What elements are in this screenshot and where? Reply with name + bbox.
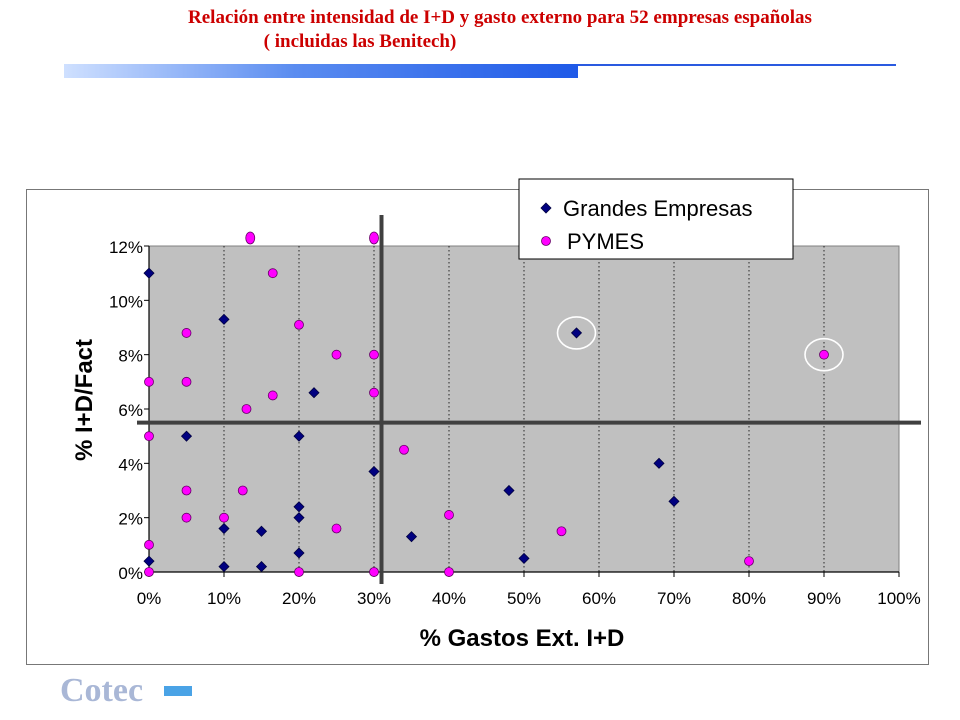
pymes-point bbox=[369, 349, 379, 360]
title-decoration-bar bbox=[64, 64, 578, 78]
grandes-empresas-point bbox=[143, 267, 155, 279]
chart-title-line-1: Relación entre intensidad de I+D y gasto… bbox=[188, 7, 812, 28]
pymes-point bbox=[144, 431, 154, 442]
x-tick-label: 70% bbox=[657, 589, 691, 608]
pymes-point bbox=[267, 390, 278, 401]
pymes-point bbox=[399, 444, 409, 455]
y-axis-label: % I+D/Fact bbox=[71, 339, 98, 461]
pymes-point bbox=[144, 376, 154, 387]
x-tick-label: 50% bbox=[507, 589, 541, 608]
tick-labels: 0% 10% 20% 30% 40% 50% 60% 70% 80% 90% 100% 0% 2% 4% 6… bbox=[109, 238, 921, 608]
grandes-empresas-point bbox=[218, 522, 230, 535]
pymes-point bbox=[744, 556, 754, 567]
x-tick-label: 100% bbox=[877, 589, 920, 608]
x-axis-label: % Gastos Ext. I+D bbox=[420, 625, 625, 652]
x-tick-label: 30% bbox=[357, 589, 391, 608]
plot-area bbox=[148, 245, 900, 573]
grandes-empresas-point bbox=[143, 555, 155, 567]
pymes-point bbox=[369, 567, 379, 577]
y-tick-label: 8% bbox=[118, 347, 143, 366]
pymes-point bbox=[144, 567, 154, 577]
pymes-point bbox=[444, 510, 454, 520]
pymes-point-overflow bbox=[245, 231, 256, 245]
grandes-empresas-point bbox=[293, 430, 305, 442]
pymes-point bbox=[219, 512, 229, 523]
pymes-point bbox=[241, 404, 252, 414]
x-tick-label: 80% bbox=[732, 589, 766, 608]
highlight-ellipses bbox=[556, 316, 844, 372]
grandes-empresas-point bbox=[653, 457, 665, 469]
pymes-point bbox=[181, 376, 192, 387]
x-tick-label: 90% bbox=[807, 589, 841, 608]
grandes-empresas-point bbox=[293, 512, 305, 524]
x-tick-label: 20% bbox=[282, 589, 316, 608]
pymes-point bbox=[181, 485, 192, 496]
legend-marker-pymes bbox=[541, 236, 551, 246]
pymes-point bbox=[294, 319, 304, 330]
x-tick-label: 0% bbox=[137, 589, 162, 608]
y-tick-label: 10% bbox=[109, 292, 143, 311]
grandes-empresas-point bbox=[668, 495, 680, 507]
pymes-point bbox=[181, 328, 192, 338]
grandes-empresas-point bbox=[405, 531, 418, 543]
y-tick-label: 4% bbox=[118, 455, 143, 474]
pymes-point bbox=[144, 539, 154, 550]
cotec-logo: Cotec bbox=[60, 672, 144, 709]
grandes-empresas-point bbox=[255, 561, 268, 573]
legend-label-grandes: Grandes Empresas bbox=[563, 196, 753, 221]
grandes-empresas-point bbox=[518, 552, 530, 564]
y-tick-label: 2% bbox=[118, 510, 143, 529]
legend-marker-grandes bbox=[540, 202, 552, 214]
x-tick-label: 40% bbox=[432, 589, 466, 608]
chart-title-line-2: ( incluidas las Benitech) bbox=[263, 31, 457, 52]
grandes-empresas-point bbox=[255, 525, 268, 537]
pymes-point bbox=[331, 523, 342, 534]
pymes-point bbox=[819, 349, 829, 360]
legend-label-pymes: PYMES bbox=[567, 229, 644, 254]
x-tick-label: 60% bbox=[582, 589, 616, 608]
highlight-ellipse bbox=[556, 316, 597, 350]
pymes-point-overflow bbox=[369, 231, 379, 245]
grandes-empresas-point bbox=[180, 430, 193, 442]
pymes-point bbox=[444, 567, 454, 577]
grandes-empresas-point bbox=[218, 313, 230, 325]
grandes-empresas-point bbox=[293, 547, 305, 559]
title-decoration-line bbox=[578, 64, 896, 66]
grandes-empresas-point bbox=[570, 327, 583, 339]
pymes-point bbox=[369, 387, 379, 398]
y-tick-label: 12% bbox=[109, 238, 143, 257]
pymes-point bbox=[331, 349, 342, 360]
highlight-ellipse bbox=[804, 337, 844, 372]
pymes-point bbox=[556, 526, 567, 537]
y-tick-label: 6% bbox=[118, 401, 143, 420]
grandes-empresas-point bbox=[368, 465, 380, 478]
legend: Grandes Empresas PYMES bbox=[518, 178, 794, 260]
grandes-empresas-point bbox=[293, 501, 305, 513]
pymes-point bbox=[181, 512, 192, 523]
data-points bbox=[143, 231, 829, 577]
pymes-point bbox=[237, 485, 248, 496]
x-tick-label: 10% bbox=[207, 589, 241, 608]
quadrant-lines bbox=[137, 215, 921, 584]
legend-box bbox=[518, 178, 794, 260]
grandes-empresas-point bbox=[218, 561, 230, 573]
grandes-empresas-point bbox=[503, 484, 515, 497]
cotec-logo-mark bbox=[164, 686, 192, 696]
grandes-empresas-point bbox=[308, 387, 320, 399]
pymes-point bbox=[294, 567, 304, 577]
pymes-point bbox=[267, 268, 278, 279]
y-tick-label: 0% bbox=[118, 564, 143, 583]
